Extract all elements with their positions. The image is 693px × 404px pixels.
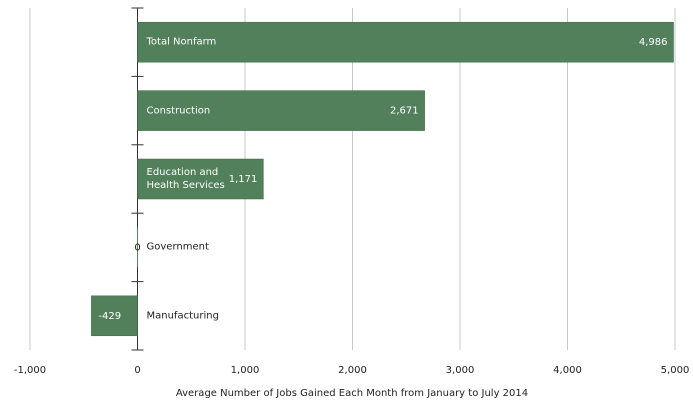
bar (137, 90, 425, 131)
bar (91, 295, 138, 337)
x-tick-label: 2,000 (338, 365, 367, 376)
value-label: 1,171 (229, 174, 258, 185)
bar (137, 158, 264, 200)
x-tick-label: -1,000 (14, 365, 46, 376)
value-label: 0 (134, 242, 140, 253)
x-tick-label: 5,000 (661, 365, 690, 376)
x-axis-title: Average Number of Jobs Gained Each Month… (176, 388, 528, 399)
value-label: 4,986 (639, 37, 668, 48)
category-label: Education and Health Services (146, 167, 225, 191)
category-label: Government (146, 241, 209, 253)
x-tick-label: 0 (134, 365, 140, 376)
value-label: -429 (98, 311, 121, 322)
x-tick-label: 3,000 (446, 365, 475, 376)
category-label: Total Nonfarm (146, 36, 217, 48)
x-tick-label: 1,000 (231, 365, 260, 376)
x-tick-label: 4,000 (553, 365, 582, 376)
category-label: Construction (146, 105, 211, 117)
bar (137, 21, 674, 63)
value-label: 2,671 (390, 106, 419, 117)
category-label: Manufacturing (146, 310, 219, 322)
